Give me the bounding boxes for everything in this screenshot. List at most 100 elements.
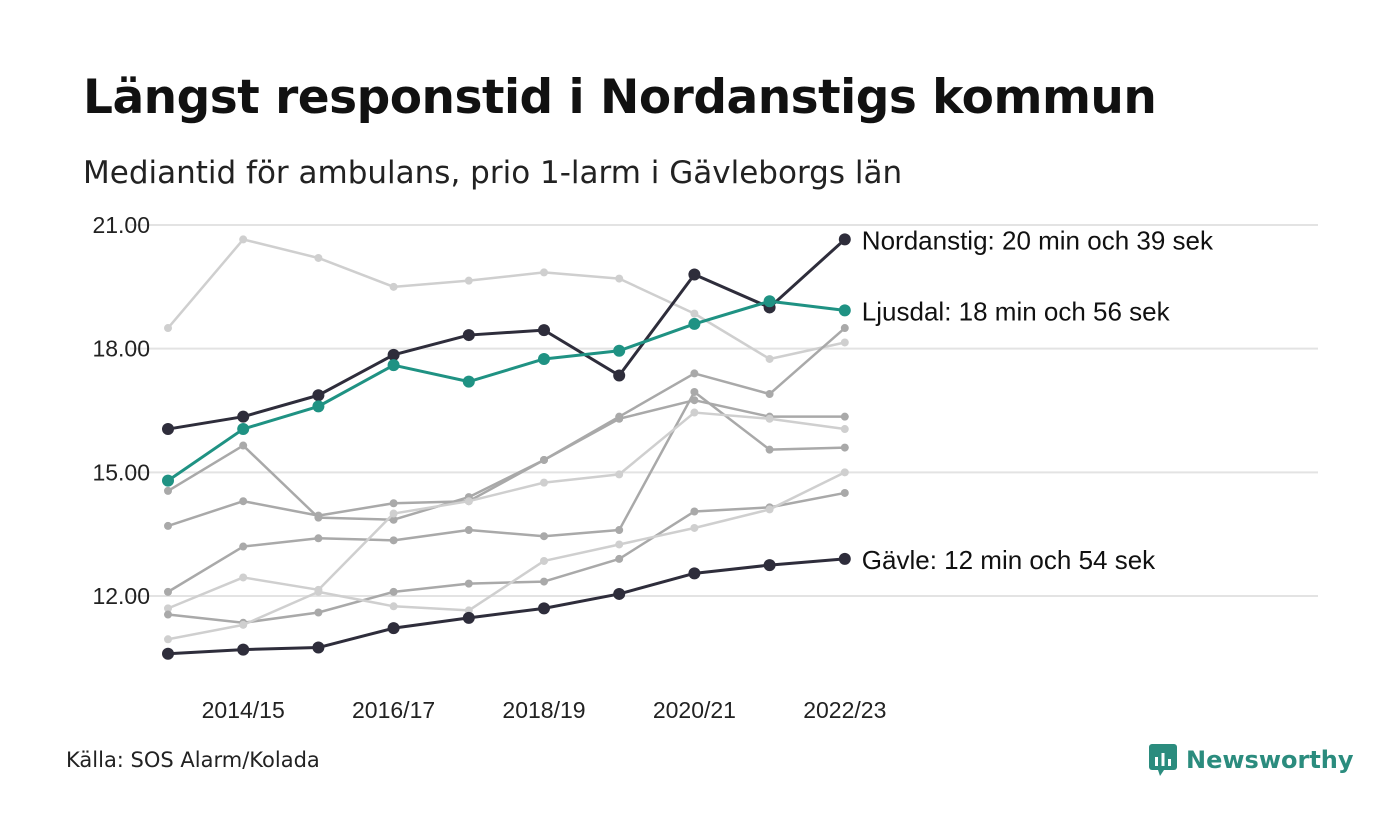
- data-point: [840, 338, 849, 347]
- series-line: [167, 238, 846, 361]
- y-tick-label: 21.00: [92, 212, 150, 238]
- data-point: [464, 497, 473, 506]
- data-point: [690, 408, 699, 417]
- data-point: [462, 375, 475, 388]
- series-line: [167, 238, 846, 431]
- data-point: [237, 423, 250, 436]
- data-point: [838, 304, 851, 317]
- brand[interactable]: Newsworthy: [1148, 743, 1354, 777]
- data-point: [314, 253, 323, 262]
- data-point: [840, 443, 849, 452]
- data-point: [389, 602, 398, 611]
- data-point: [688, 567, 701, 580]
- series-group: [162, 233, 851, 660]
- data-point: [840, 412, 849, 421]
- x-tick-label: 2018/19: [502, 697, 585, 723]
- data-point: [387, 359, 400, 372]
- data-point: [613, 344, 626, 357]
- series-other: [164, 468, 849, 644]
- series-line: [167, 491, 846, 625]
- data-point: [164, 587, 172, 596]
- data-point: [538, 352, 550, 365]
- data-point: [389, 587, 398, 596]
- series-line: [167, 299, 845, 482]
- y-tick-label: 15.00: [92, 459, 150, 485]
- data-point: [840, 488, 849, 497]
- source-note: Källa: SOS Alarm/Kolada: [66, 748, 320, 772]
- series-ljusdal: [162, 295, 851, 487]
- data-point: [840, 425, 849, 434]
- series-other: [164, 488, 849, 627]
- data-point: [312, 400, 325, 413]
- data-point: [765, 354, 774, 363]
- data-point: [690, 387, 699, 396]
- data-point: [164, 486, 172, 495]
- series-gävle: [162, 552, 851, 660]
- series-line: [167, 411, 845, 610]
- data-point: [765, 445, 774, 454]
- data-point: [838, 552, 851, 565]
- chart-title: Längst responstid i Nordanstigs kommun: [83, 70, 1157, 125]
- data-point: [462, 329, 475, 342]
- chart-subtitle: Mediantid för ambulans, prio 1-larm i Gä…: [83, 155, 903, 191]
- data-point: [164, 324, 172, 333]
- data-point: [613, 587, 626, 600]
- data-point: [765, 505, 774, 514]
- data-point: [690, 309, 699, 318]
- data-point: [840, 324, 849, 333]
- data-point: [462, 611, 475, 624]
- data-point: [237, 410, 250, 423]
- data-point: [239, 620, 248, 629]
- data-point: [838, 233, 851, 246]
- data-point: [464, 276, 473, 285]
- x-tick-label: 2020/21: [653, 697, 736, 723]
- data-point: [239, 235, 248, 244]
- data-point: [164, 610, 172, 619]
- series-other: [164, 387, 849, 596]
- data-point: [314, 587, 323, 596]
- data-point: [763, 559, 776, 572]
- brand-name: Newsworthy: [1186, 746, 1354, 774]
- y-tick-label: 18.00: [92, 336, 150, 362]
- data-point: [237, 643, 250, 656]
- data-point: [464, 526, 473, 535]
- data-point: [312, 641, 325, 654]
- data-point: [690, 507, 699, 516]
- series-other: [164, 324, 849, 524]
- data-point: [314, 511, 323, 520]
- data-point: [387, 348, 400, 361]
- series-end-label: Gävle: 12 min och 54 sek: [862, 545, 1156, 575]
- data-point: [615, 470, 624, 479]
- data-point: [239, 441, 248, 450]
- y-tick-label: 12.00: [92, 583, 150, 609]
- data-point: [162, 474, 174, 487]
- data-point: [615, 414, 624, 423]
- grid-lines: [130, 224, 1318, 597]
- data-point: [540, 268, 548, 277]
- series-other: [164, 408, 849, 613]
- series-line: [167, 390, 845, 593]
- data-point: [615, 526, 624, 535]
- data-point: [615, 554, 624, 563]
- data-point: [615, 274, 624, 283]
- data-point: [162, 423, 174, 436]
- data-point: [389, 282, 398, 291]
- x-tick-label: 2022/23: [803, 697, 886, 723]
- data-point: [162, 647, 174, 660]
- series-line: [167, 398, 845, 528]
- data-point: [540, 478, 548, 487]
- data-point: [540, 455, 548, 464]
- data-point: [314, 608, 323, 617]
- data-point: [765, 414, 774, 423]
- data-point: [690, 523, 699, 532]
- data-point: [239, 497, 248, 506]
- data-point: [690, 369, 699, 378]
- data-point: [164, 604, 172, 613]
- series-line: [167, 471, 846, 641]
- data-point: [389, 499, 398, 508]
- series-end-label: Ljusdal: 18 min och 56 sek: [862, 296, 1171, 326]
- series-line: [167, 557, 845, 656]
- data-point: [164, 635, 172, 644]
- data-point: [164, 521, 172, 530]
